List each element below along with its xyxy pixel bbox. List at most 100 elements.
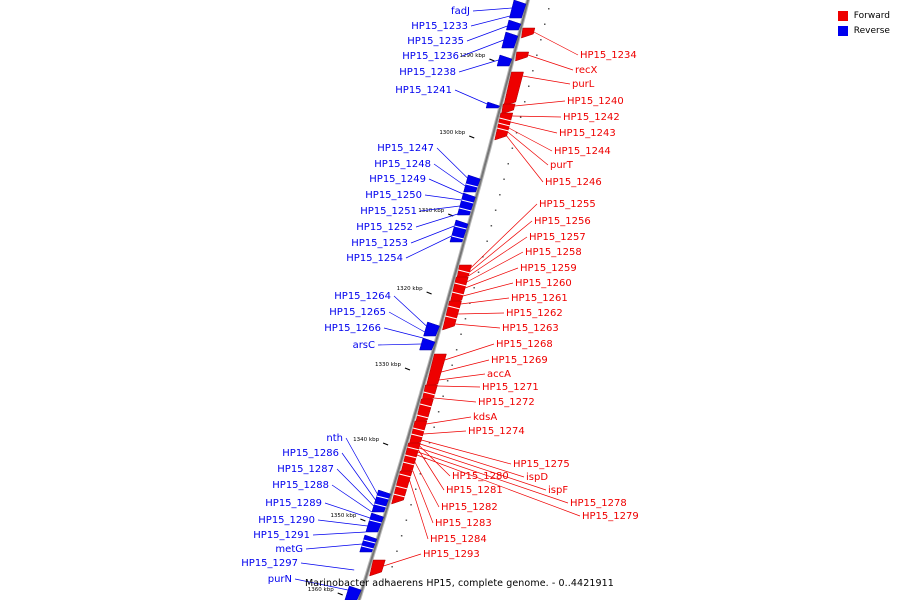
ruler-dot (469, 302, 471, 304)
reverse-gene-label: fadJ (451, 6, 470, 17)
reverse-gene-label: HP15_1235 (407, 36, 464, 47)
ruler-dot (428, 442, 431, 444)
forward-gene-label: recX (575, 65, 598, 76)
forward-gene-divider (445, 315, 458, 320)
ruler-dot (405, 519, 408, 521)
forward-gene-label: HP15_1275 (513, 459, 570, 470)
ruler-dot (528, 85, 530, 87)
forward-gene-label: HP15_1269 (491, 355, 548, 366)
forward-gene-label: HP15_1256 (534, 216, 591, 227)
legend-label-reverse: Reverse (853, 25, 890, 36)
forward-gene-divider (404, 454, 418, 459)
reverse-label-leader (294, 578, 349, 591)
reverse-gene-label: HP15_1241 (395, 85, 452, 96)
forward-gene-divider (454, 282, 467, 287)
forward-gene-divider (399, 473, 412, 478)
forward-gene-label: purL (572, 79, 595, 90)
forward-gene-label: HP15_1293 (423, 549, 480, 560)
reverse-gene-divider (465, 183, 478, 188)
forward-gene-segment (501, 103, 516, 115)
reverse-gene-label: HP15_1236 (402, 51, 459, 62)
reverse-gene-label: HP15_1286 (282, 448, 339, 459)
reverse-label-leader (317, 519, 368, 527)
forward-label-leader (506, 135, 544, 183)
forward-label-leader (421, 439, 512, 465)
ruler-dot (515, 132, 518, 134)
forward-gene-label: HP15_1260 (515, 278, 572, 289)
forward-label-leader (470, 203, 538, 269)
forward-label-leader (423, 430, 467, 435)
reverse-gene-label: HP15_1251 (360, 206, 417, 217)
forward-gene-segment (503, 71, 524, 107)
forward-label-leader (418, 447, 547, 491)
forward-label-leader (426, 416, 472, 425)
ruler-dot (446, 380, 449, 382)
forward-gene-label: HP15_1259 (520, 263, 577, 274)
ruler-dot (396, 550, 398, 552)
reverse-gene-divider (454, 225, 467, 230)
forward-label-leader (417, 451, 569, 504)
forward-label-leader (418, 449, 445, 491)
ruler-dot (544, 23, 546, 25)
forward-label-leader (409, 479, 429, 540)
reverse-gene-segment (509, 0, 527, 19)
forward-label-leader (420, 443, 525, 478)
ruler-tick-label: 1350 kbp (330, 513, 356, 519)
forward-gene-divider (458, 269, 471, 274)
forward-label-leader (507, 131, 549, 166)
reverse-gene-label: HP15_1287 (277, 464, 334, 475)
reverse-gene-segment (359, 534, 378, 553)
forward-gene-divider (498, 122, 511, 127)
reverse-gene-label: HP15_1252 (356, 222, 413, 233)
ruler-tick-label: 1340 kbp (353, 437, 379, 443)
forward-gene-segment (408, 420, 428, 447)
forward-gene-label: accA (487, 369, 511, 380)
reverse-gene-label: HP15_1253 (351, 238, 408, 249)
forward-label-leader (468, 236, 528, 277)
forward-gene-segment (521, 27, 536, 39)
reverse-gene-label: HP15_1254 (346, 253, 403, 264)
reverse-gene-segment (506, 19, 522, 31)
ruler-dot (486, 240, 488, 242)
forward-label-leader (454, 323, 501, 329)
ruler-tick (360, 518, 366, 522)
forward-gene-label: HP15_1262 (506, 308, 563, 319)
reverse-gene-divider (361, 545, 374, 550)
ruler-tick (337, 592, 343, 596)
reverse-gene-divider (376, 495, 389, 500)
forward-gene-divider (496, 127, 509, 132)
reverse-gene-segment (344, 585, 362, 600)
reverse-label-leader (415, 213, 458, 228)
forward-gene-label: HP15_1257 (529, 232, 586, 243)
ruler-dot (391, 566, 393, 568)
forward-label-leader (527, 54, 574, 71)
forward-gene-divider (393, 493, 406, 498)
forward-label-leader (469, 220, 533, 273)
reverse-gene-segment (501, 31, 519, 49)
forward-label-leader (466, 251, 524, 283)
reverse-gene-label: arsC (353, 340, 375, 351)
forward-label-leader (437, 385, 481, 388)
legend-item-forward: Forward (837, 8, 890, 23)
forward-label-leader (433, 397, 477, 403)
forward-gene-label: HP15_1274 (468, 426, 525, 437)
forward-label-leader (508, 127, 553, 152)
reverse-label-leader (377, 343, 422, 346)
forward-gene-label: HP15_1242 (563, 112, 620, 123)
ruler-tick (404, 367, 411, 371)
forward-gene-label: HP15_1278 (570, 498, 627, 509)
reverse-label-leader (410, 225, 455, 244)
forward-gene-label: ispD (526, 472, 548, 483)
forward-gene-label: purT (550, 160, 574, 171)
reverse-label-leader (458, 59, 499, 73)
reverse-gene-label: HP15_1297 (241, 558, 298, 569)
reverse-gene-divider (461, 199, 474, 204)
reverse-label-leader (461, 39, 504, 57)
ruler-dot (536, 54, 538, 56)
forward-swatch (837, 10, 848, 21)
forward-label-leader (414, 461, 440, 508)
genome-caption: Marinobacter adhaerens HP15, complete ge… (305, 578, 614, 589)
forward-gene-segment (425, 353, 447, 389)
forward-gene-divider (451, 291, 465, 296)
